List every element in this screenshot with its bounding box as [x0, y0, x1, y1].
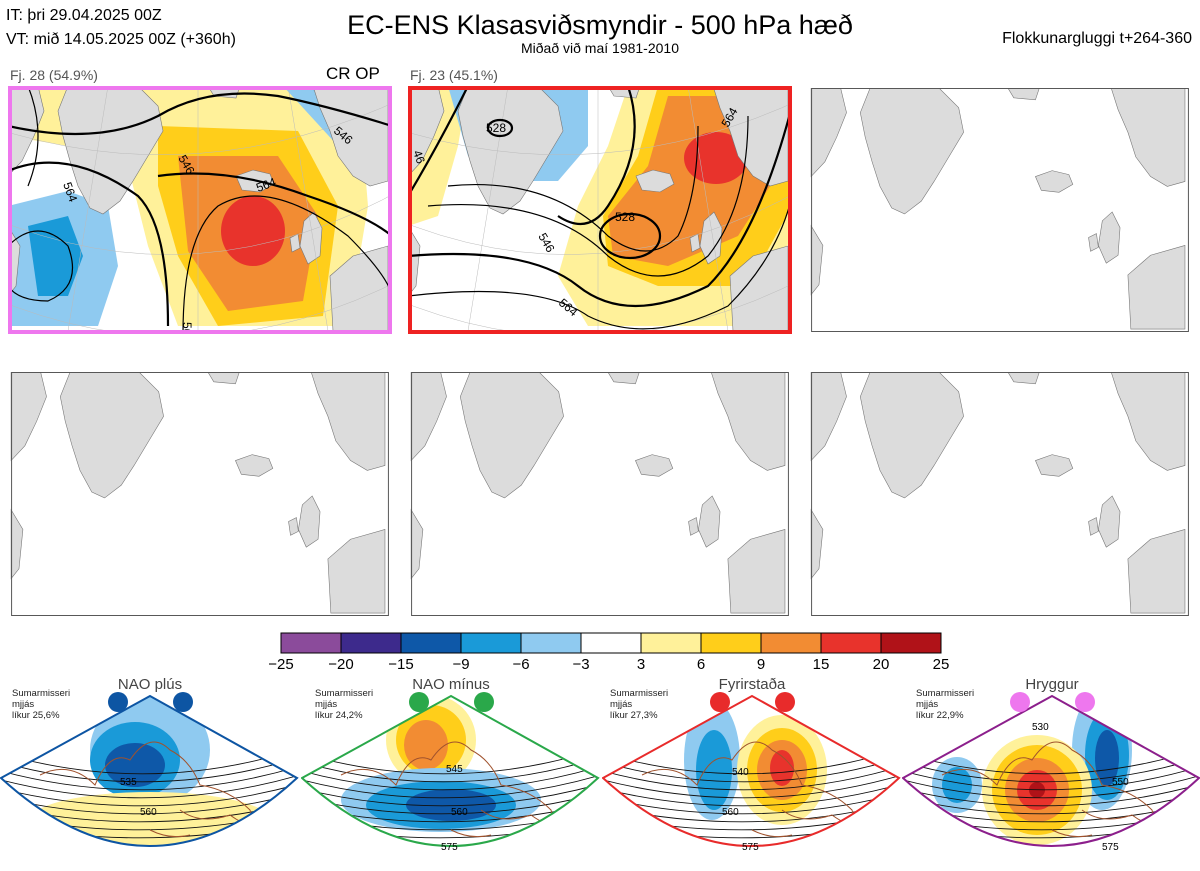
colorbar — [280, 632, 942, 654]
colorbar-cell — [700, 632, 762, 654]
regime-contour-label: 575 — [1102, 842, 1119, 853]
regime-note: líkur 24,2% — [315, 710, 363, 721]
panel-2-contour-label: 46 — [410, 148, 428, 166]
regime-note: mjjás — [12, 699, 35, 710]
regime-map: 530 550 575 — [902, 694, 1200, 853]
regime-marker-dot — [108, 692, 128, 712]
colorbar-cell — [640, 632, 702, 654]
panel-1-cluster-label: Fj. 28 (54.9%) — [10, 67, 98, 83]
regime-note: líkur 27,3% — [610, 710, 658, 721]
colorbar-tick-label: 6 — [696, 656, 706, 673]
regime-name: NAO mínus — [412, 676, 490, 693]
regime-marker-dot — [474, 692, 494, 712]
colorbar-tick-label: −20 — [328, 656, 354, 673]
regime-contour-label: 530 — [1032, 722, 1049, 733]
regime-marker-dot — [1010, 692, 1030, 712]
colorbar-tick-label: −6 — [512, 656, 530, 673]
classification-window-label: Flokkunargluggi t+264-360 — [1002, 30, 1192, 47]
regime-map: 545 560 575 — [301, 694, 600, 853]
regime-name: Fyrirstaða — [718, 676, 786, 693]
colorbar-tick-label: 20 — [872, 656, 890, 673]
panel-1-contour-label: 564 — [60, 180, 80, 204]
panel-1-tag: CR OP — [326, 64, 380, 83]
regime-contour-label: 575 — [441, 842, 458, 853]
regime-marker-dot — [710, 692, 730, 712]
page-title: EC-ENS Klasasviðsmyndir - 500 hPa hæð — [347, 10, 853, 40]
colorbar-tick-label: 3 — [636, 656, 646, 673]
regime-map: 540 560 575 — [602, 694, 901, 853]
panel-2-cluster-label: Fj. 23 (45.1%) — [410, 67, 498, 83]
panel-4-map — [10, 372, 389, 616]
regime-contour-label: 575 — [742, 842, 759, 853]
colorbar-tick-label: −15 — [388, 656, 414, 673]
regime-note: mjjás — [916, 699, 939, 710]
colorbar-tick-label: 25 — [932, 656, 950, 673]
regime-marker-dot — [1075, 692, 1095, 712]
colorbar-cell — [460, 632, 522, 654]
regime-contour-label: 540 — [732, 767, 749, 778]
regime-note: Sumarmisseri — [315, 688, 374, 699]
regime-marker-dot — [173, 692, 193, 712]
regime-contour-label: 550 — [1112, 777, 1129, 788]
colorbar-cell — [880, 632, 942, 654]
regime-note: líkur 22,9% — [916, 710, 964, 721]
regime-note: líkur 25,6% — [12, 710, 60, 721]
regime-marker-dot — [409, 692, 429, 712]
regime-note: mjjás — [610, 699, 633, 710]
panel-6-map — [810, 372, 1189, 616]
colorbar-cell — [340, 632, 402, 654]
init-time-label: IT: þri 29.04.2025 00Z — [6, 7, 162, 24]
regime-marker-dot — [775, 692, 795, 712]
page-subtitle: Miðað við maí 1981-2010 — [521, 40, 679, 56]
colorbar-cell — [820, 632, 882, 654]
regime-contour-label: 535 — [120, 777, 137, 788]
panel-1-border — [8, 86, 392, 334]
colorbar-cell — [760, 632, 822, 654]
regime-note: Sumarmisseri — [610, 688, 669, 699]
regime-note: mjjás — [315, 699, 338, 710]
colorbar-tick-label: 9 — [756, 656, 766, 673]
regime-note: Sumarmisseri — [916, 688, 975, 699]
regime-map: 535 560 — [0, 694, 299, 847]
panel-2-contour-label: 528 — [615, 210, 635, 224]
regime-contour-label: 560 — [451, 807, 468, 818]
colorbar-tick-label: −9 — [452, 656, 470, 673]
colorbar-tick-label: 15 — [812, 656, 830, 673]
panel-2-border — [408, 86, 792, 334]
regime-contour-label: 560 — [140, 807, 157, 818]
regime-note: Sumarmisseri — [12, 688, 71, 699]
panel-2-contour-label: 528 — [486, 121, 506, 135]
valid-time-label: VT: mið 14.05.2025 00Z (+360h) — [6, 31, 236, 48]
colorbar-tick-label: −25 — [268, 656, 294, 673]
colorbar-tick-label: −3 — [572, 656, 590, 673]
colorbar-cell — [280, 632, 342, 654]
colorbar-cell — [400, 632, 462, 654]
panel-1-contour-label: 564 — [254, 175, 278, 195]
panel-5-map — [410, 372, 789, 616]
panel-2-map: 528 528 546 46 564 564 — [408, 86, 792, 334]
colorbar-cell — [520, 632, 582, 654]
regime-name: NAO plús — [117, 676, 183, 693]
regime-contour-label: 545 — [446, 764, 463, 775]
panel-1-map: 546 546 564 564 56 — [8, 86, 392, 334]
regime-contour-label: 560 — [722, 807, 739, 818]
panel-3-map — [810, 88, 1189, 332]
colorbar-cell — [580, 632, 642, 654]
regime-name: Hryggur — [1025, 676, 1079, 693]
